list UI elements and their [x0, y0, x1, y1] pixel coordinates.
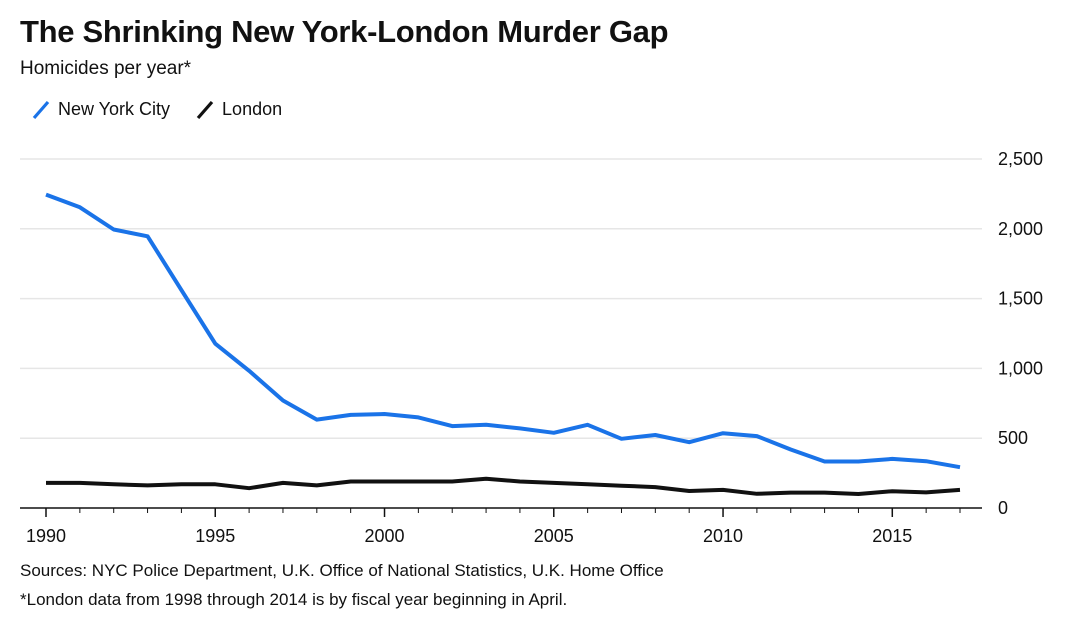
- x-tick-label: 2015: [872, 526, 912, 546]
- y-tick-label: 1,500: [998, 289, 1043, 309]
- x-tick-label: 2000: [364, 526, 404, 546]
- legend-label-nyc: New York City: [58, 99, 171, 119]
- legend-swatch-london: [196, 100, 214, 119]
- y-tick-label: 1,000: [998, 358, 1043, 378]
- y-axis-ticks: 0 500 1,000 1,500 2,000 2,500: [998, 149, 1043, 518]
- series-lines: [45, 192, 961, 496]
- legend-item-london: London: [196, 99, 282, 120]
- series-line-new-york-city: [45, 192, 961, 470]
- y-tick-label: 0: [998, 498, 1008, 518]
- footnote: *London data from 1998 through 2014 is b…: [20, 590, 568, 609]
- legend-swatch-nyc: [32, 100, 50, 119]
- x-tick-label: 2005: [534, 526, 574, 546]
- line-chart: 0 500 1,000 1,500 2,000 2,500 1990 1995 2000 200…: [20, 149, 1043, 546]
- chart-subtitle: Homicides per year*: [20, 58, 192, 79]
- legend: New York City London: [32, 99, 308, 120]
- gridlines: [20, 158, 982, 439]
- x-tick-label: 2010: [703, 526, 743, 546]
- series-line-london: [46, 476, 961, 496]
- legend-label-london: London: [222, 99, 283, 119]
- sources-note: Sources: NYC Police Department, U.K. Off…: [20, 561, 664, 580]
- x-axis: 1990 1995 2000 2005 2010 2015: [20, 507, 982, 546]
- x-tick-label: 1990: [26, 526, 66, 546]
- y-tick-label: 2,500: [998, 149, 1043, 169]
- chart-title: The Shrinking New York-London Murder Gap: [20, 14, 669, 49]
- y-tick-label: 500: [998, 428, 1028, 448]
- y-tick-label: 2,000: [998, 219, 1043, 239]
- x-tick-label: 1995: [195, 526, 235, 546]
- legend-item-nyc: New York City: [32, 99, 170, 120]
